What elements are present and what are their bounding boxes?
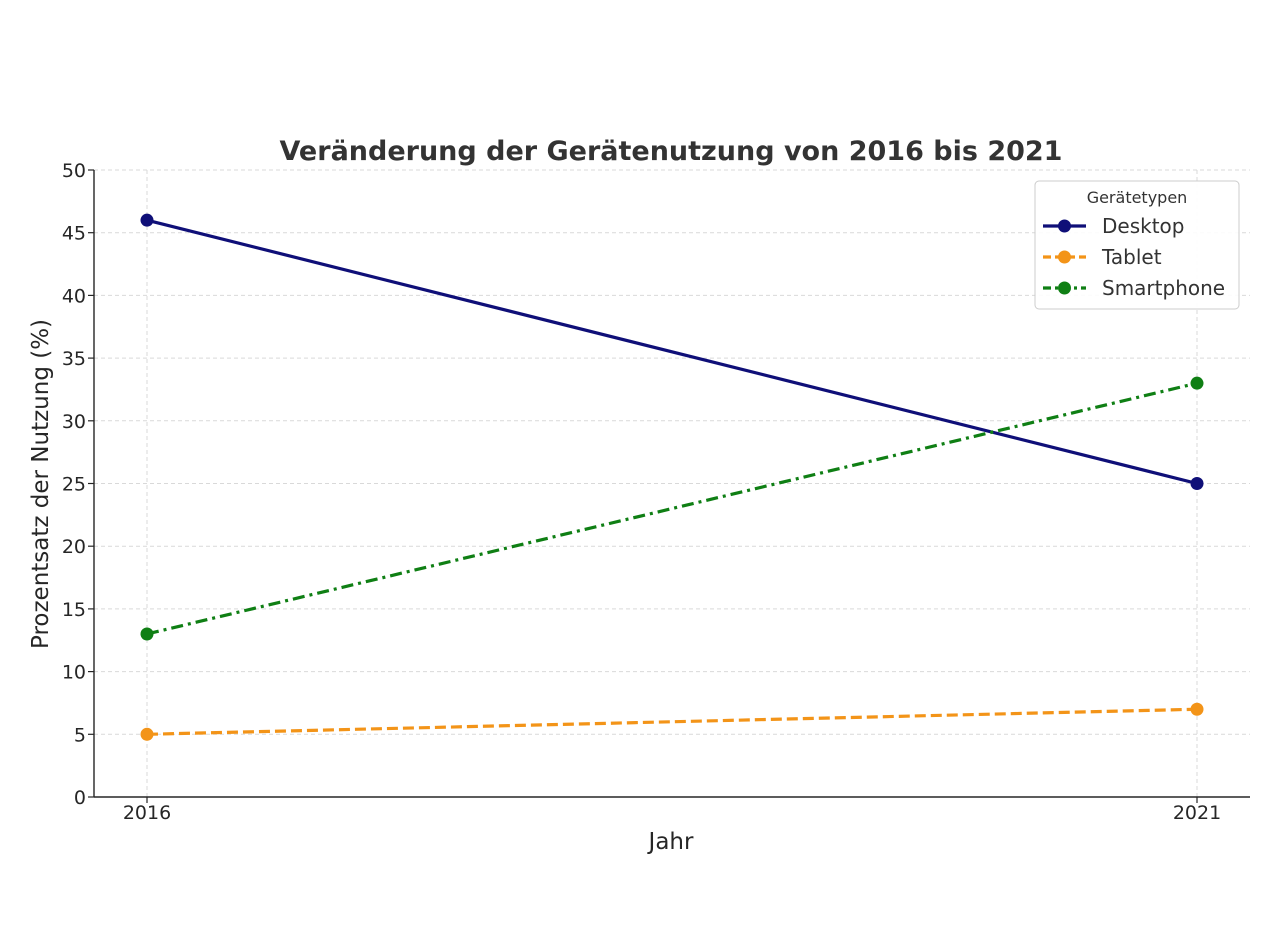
y-tick-label: 10 bbox=[62, 662, 86, 684]
x-tick-label: 2021 bbox=[1173, 802, 1221, 824]
legend-marker-desktop bbox=[1058, 219, 1071, 233]
y-tick-label: 20 bbox=[62, 536, 86, 558]
y-tick-label: 35 bbox=[62, 348, 86, 370]
y-tick-label: 5 bbox=[74, 724, 86, 746]
y-tick-label: 25 bbox=[62, 474, 86, 496]
data-point-tablet-2016 bbox=[140, 727, 154, 741]
legend-label-smartphone: Smartphone bbox=[1102, 276, 1225, 300]
data-point-smartphone-2021 bbox=[1190, 376, 1204, 390]
y-tick-label: 45 bbox=[62, 223, 86, 245]
x-axis-ticks: 2016 2021 bbox=[123, 797, 1221, 824]
data-point-tablet-2021 bbox=[1190, 702, 1204, 716]
y-axis-label: Prozentsatz der Nutzung (%) bbox=[28, 319, 54, 649]
y-tick-label: 50 bbox=[62, 160, 86, 182]
legend-items: Desktop Tablet Smartphone bbox=[1043, 214, 1225, 300]
legend-label-desktop: Desktop bbox=[1102, 214, 1184, 238]
y-axis-ticks: 0 5 10 15 20 25 30 35 40 45 50 bbox=[62, 160, 94, 809]
data-point-desktop-2021 bbox=[1190, 477, 1204, 490]
legend-box bbox=[1034, 180, 1240, 310]
y-tick-label: 0 bbox=[74, 787, 86, 809]
legend-label-tablet: Tablet bbox=[1101, 245, 1162, 269]
data-point-desktop-2016 bbox=[140, 213, 154, 227]
legend: Gerätetypen Desktop Tablet Smartphone bbox=[1034, 180, 1240, 310]
chart-title: Veränderung der Gerätenutzung von 2016 b… bbox=[280, 136, 1063, 167]
legend-title: Gerätetypen bbox=[1087, 188, 1188, 207]
legend-marker-tablet bbox=[1058, 250, 1071, 264]
x-tick-label: 2016 bbox=[123, 802, 171, 824]
series-line-smartphone bbox=[146, 381, 1198, 636]
series-layer bbox=[140, 213, 1204, 741]
x-axis-label: Jahr bbox=[647, 829, 694, 855]
y-tick-label: 40 bbox=[62, 285, 86, 307]
y-tick-label: 15 bbox=[62, 599, 86, 621]
data-point-smartphone-2016 bbox=[140, 627, 154, 641]
series-line-desktop bbox=[146, 218, 1198, 486]
y-tick-label: 30 bbox=[62, 411, 86, 433]
legend-marker-smartphone bbox=[1058, 281, 1071, 295]
